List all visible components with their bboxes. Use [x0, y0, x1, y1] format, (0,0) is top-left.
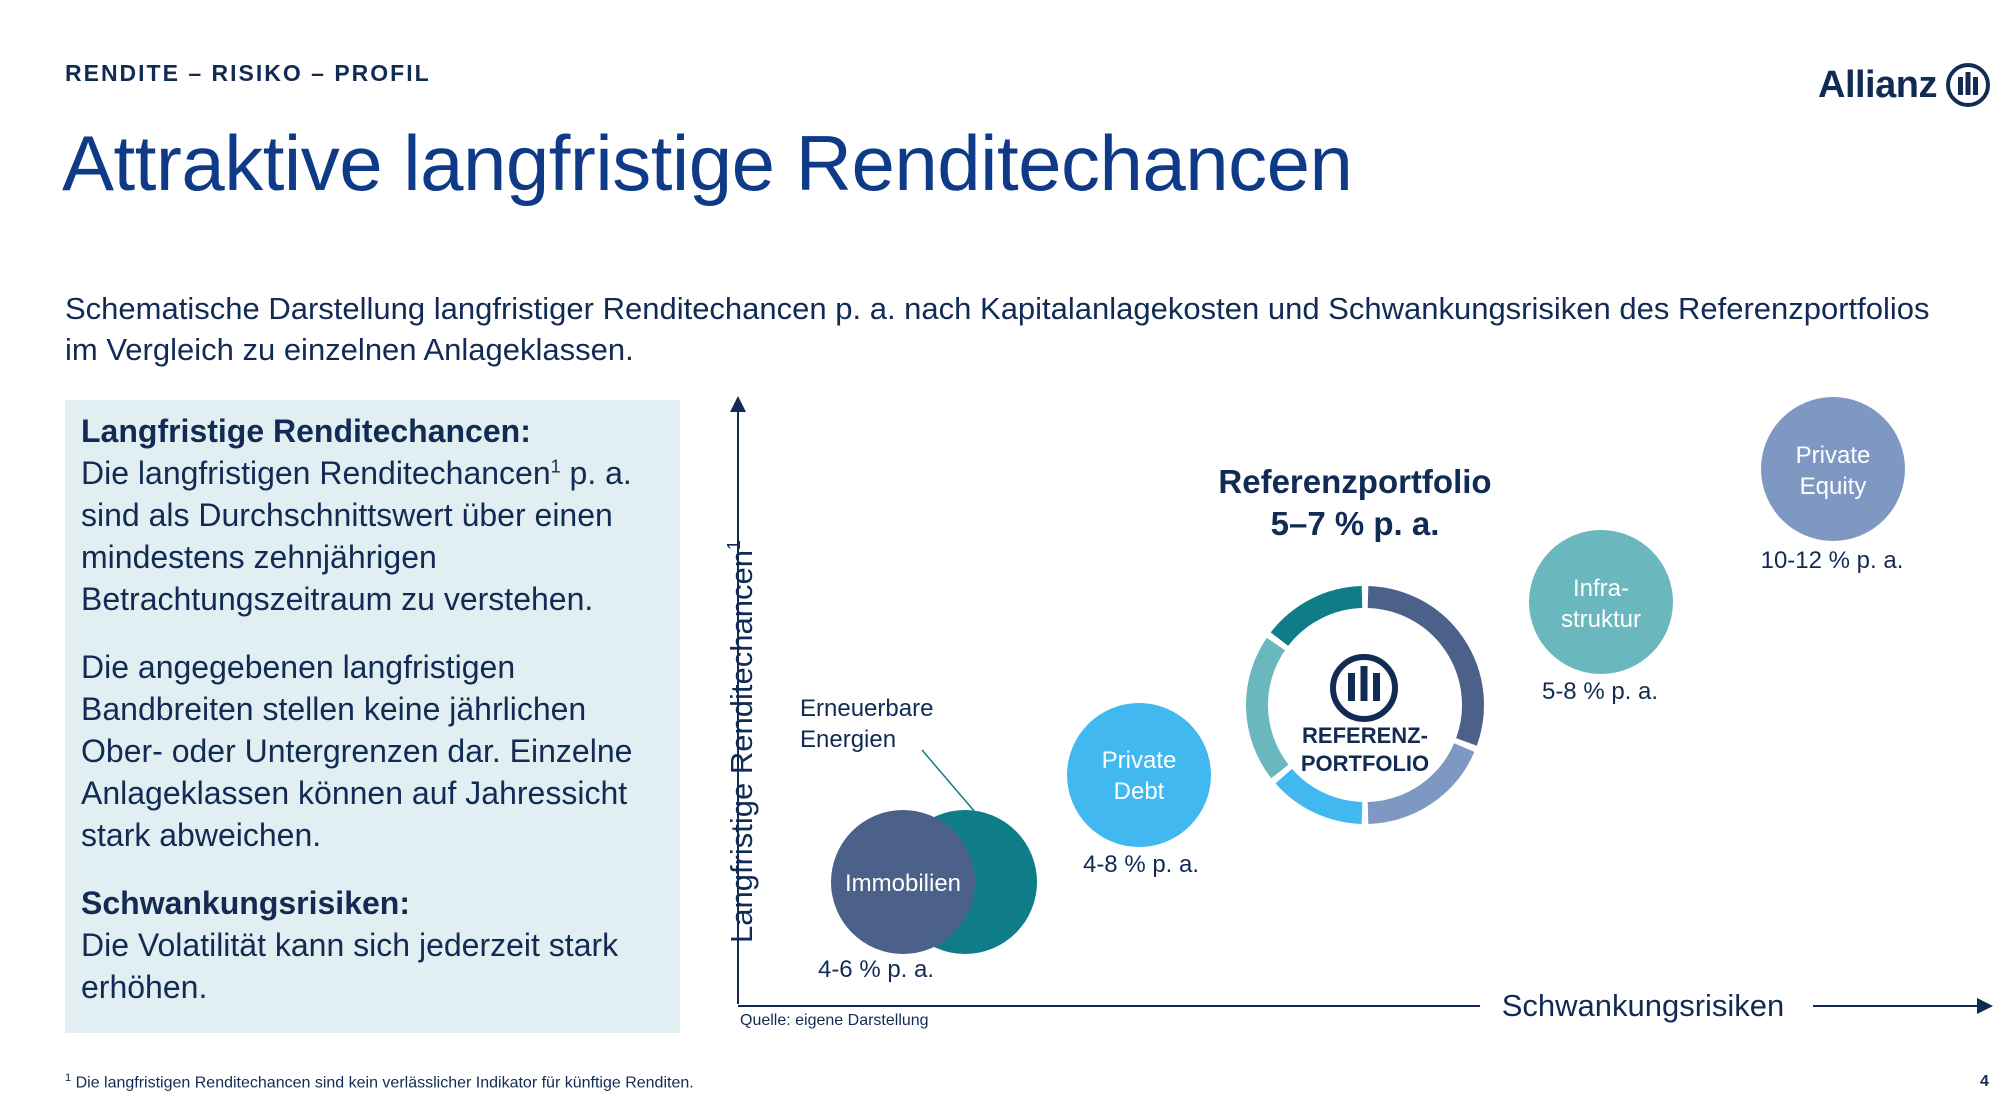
private-debt-bubble [1067, 703, 1211, 847]
private-equity-bubble [1761, 397, 1905, 541]
donut-segment-dark-blue [1367, 586, 1484, 746]
infrastructure-label: Infra-struktur [1561, 575, 1641, 633]
page-title: Attraktive langfristige Renditechancen [62, 119, 1353, 207]
info-heading-risks: Schwankungsrisiken: [81, 885, 410, 921]
intro-text: Schematische Darstellung langfristiger R… [65, 291, 1930, 367]
reference-logo-icon [1330, 654, 1398, 722]
donut-segment-light-blue [1275, 768, 1363, 824]
renewables-leader-line [921, 749, 976, 813]
reference-range: 5–7 % p. a. [1271, 505, 1440, 542]
source-note: Quelle: eigene Darstellung [740, 1012, 929, 1029]
eyebrow-label: RENDITE – RISIKO – PROFIL [65, 60, 431, 86]
info-text-returns: Die langfristigen Renditechancen1 p. a. … [81, 455, 632, 617]
info-text-bands: Die angegebenen langfristigen Bandbreite… [81, 649, 633, 853]
allianz-eagle-icon [1945, 63, 1990, 107]
private-debt-label: Private Debt [1102, 747, 1177, 805]
x-axis-label: Schwankungsrisiken [1502, 988, 1785, 1023]
infrastructure-range: 5-8 % p. a. [1542, 678, 1658, 705]
y-axis-label: Langfristige Renditechancen1 [724, 540, 759, 943]
donut-segment-dark-teal [1270, 586, 1363, 647]
immobilien-bubble [831, 810, 975, 954]
info-text-volatility: Die Volatilität kann sich jederzeit star… [81, 927, 619, 1005]
reference-center-label: REFERENZ-PORTFOLIO [1301, 723, 1429, 776]
logo-text: Allianz [1818, 63, 1937, 106]
info-box: Langfristige Renditechancen: Die langfri… [65, 400, 680, 1033]
reference-donut [1246, 586, 1484, 824]
private-equity-label: Private Equity [1796, 442, 1871, 500]
reference-title: Referenzportfolio [1218, 463, 1491, 500]
donut-segment-grey-blue [1367, 742, 1475, 824]
info-heading-returns: Langfristige Renditechancen: [81, 413, 531, 449]
immobilien-range: 4-6 % p. a. [818, 956, 934, 983]
infrastructure-bubble [1529, 530, 1673, 674]
footnote: 1 Die langfristigen Renditechancen sind … [65, 1072, 694, 1092]
renewables-label: Erneuerbare Energien [800, 695, 933, 753]
allianz-logo: Allianz [1818, 62, 1991, 108]
donut-segment-light-teal [1246, 637, 1289, 779]
page-number: 4 [1980, 1073, 1989, 1090]
private-equity-range: 10-12 % p. a. [1761, 547, 1904, 574]
immobilien-label: Immobilien [845, 870, 961, 897]
private-debt-range: 4-8 % p. a. [1083, 851, 1199, 878]
